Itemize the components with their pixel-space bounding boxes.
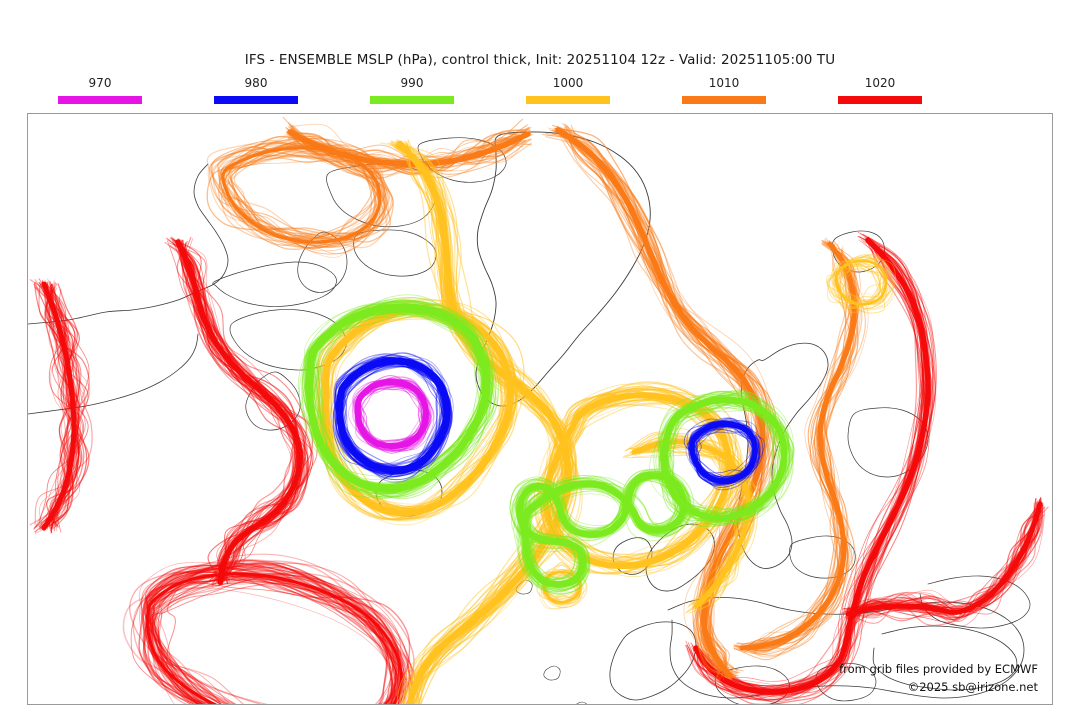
legend-label: 990 xyxy=(400,76,424,90)
legend-item-990[interactable]: 990 xyxy=(342,76,482,104)
legend-label: 970 xyxy=(88,76,112,90)
legend-label: 1020 xyxy=(864,76,896,90)
legend-label: 1000 xyxy=(552,76,584,90)
legend-label: 980 xyxy=(244,76,268,90)
legend-item-1010[interactable]: 1010 xyxy=(654,76,794,104)
legend-label: 1010 xyxy=(708,76,740,90)
legend-swatch xyxy=(370,96,454,104)
legend-item-1020[interactable]: 1020 xyxy=(810,76,950,104)
map-frame[interactable]: from grib files provided by ECMWF ©2025 … xyxy=(27,113,1053,705)
legend-item-980[interactable]: 980 xyxy=(186,76,326,104)
legend-item-970[interactable]: 970 xyxy=(30,76,170,104)
credit-copyright: ©2025 sb@irizone.net xyxy=(907,680,1038,694)
ensemble-contour-map[interactable] xyxy=(28,114,1052,704)
legend-swatch xyxy=(526,96,610,104)
legend-swatch xyxy=(58,96,142,104)
page-title: IFS - ENSEMBLE MSLP (hPa), control thick… xyxy=(244,52,836,68)
legend-swatch xyxy=(682,96,766,104)
contour-layer xyxy=(29,116,1049,704)
legend-swatch xyxy=(214,96,298,104)
contour-legend: 970 980 990 1000 1010 1020 xyxy=(0,76,1080,108)
credit-source: from grib files provided by ECMWF xyxy=(839,662,1038,676)
legend-item-1000[interactable]: 1000 xyxy=(498,76,638,104)
legend-swatch xyxy=(838,96,922,104)
coastline-layer xyxy=(28,131,1031,704)
